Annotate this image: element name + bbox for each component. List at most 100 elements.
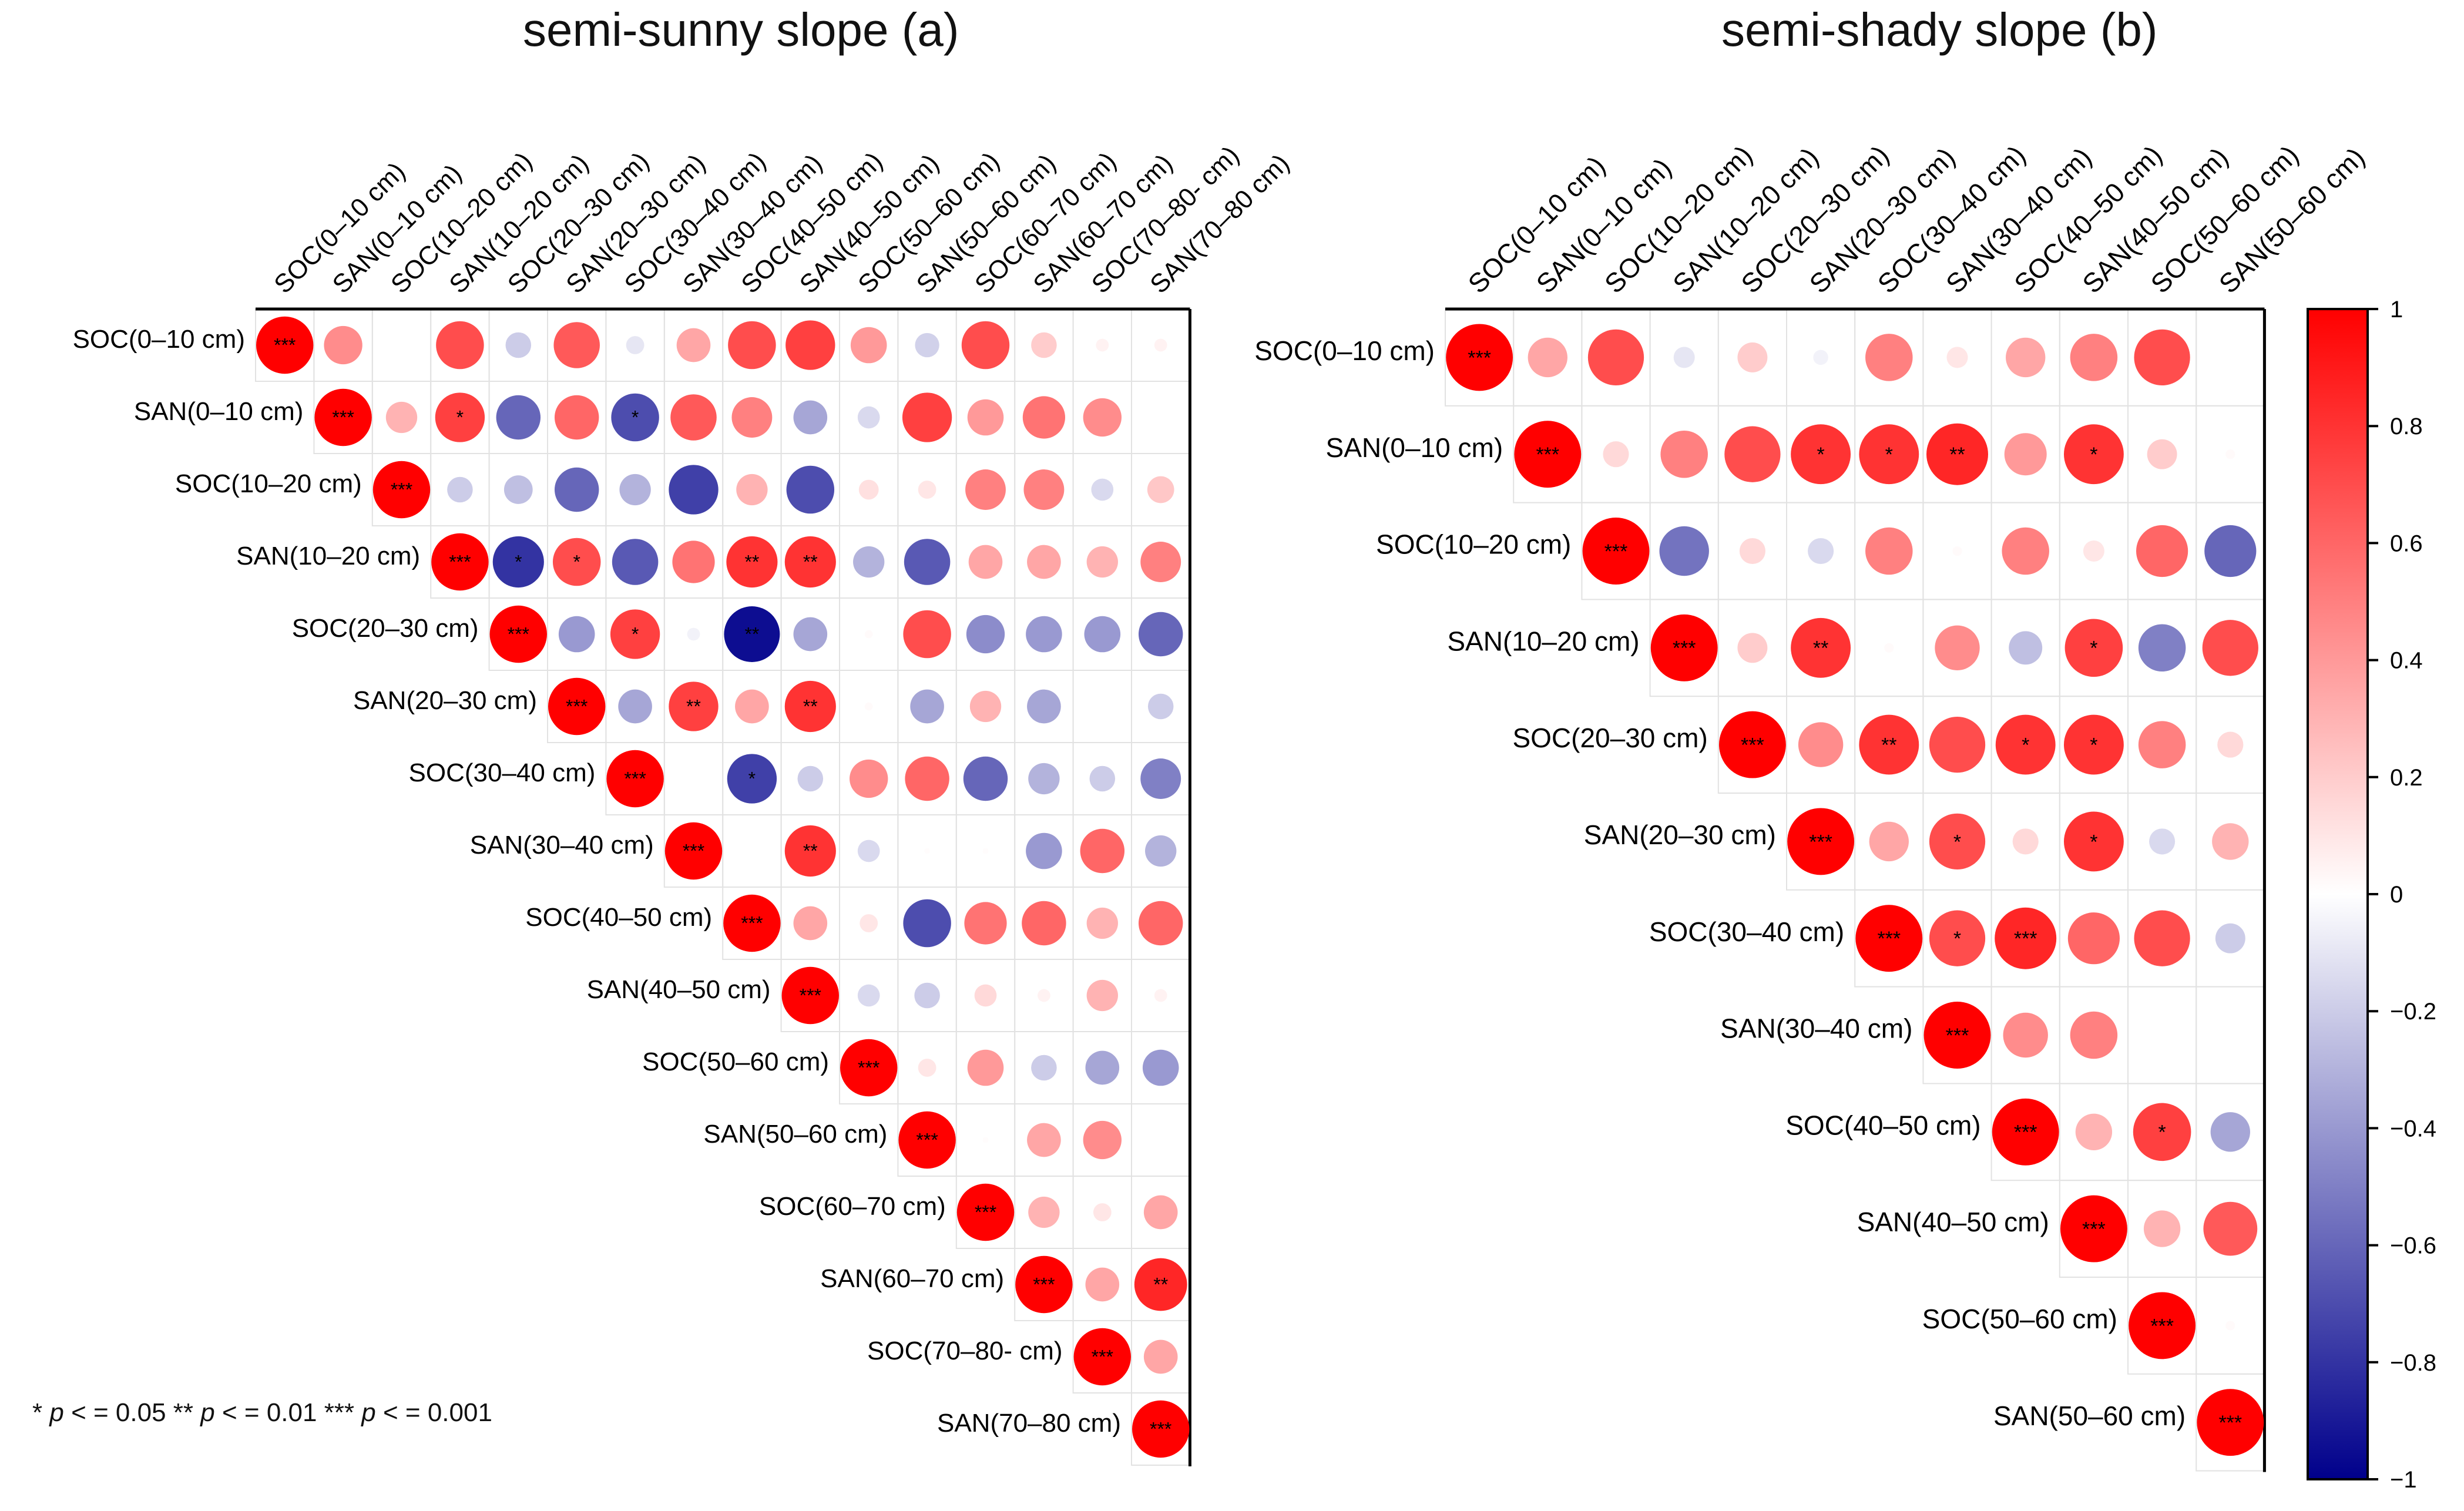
corr-circle-b: [1929, 910, 1986, 966]
corr-circle-b: [1650, 614, 1718, 681]
significance-stars-b: *: [1817, 444, 1824, 466]
corr-circle-b: [1808, 538, 1834, 565]
corr-circle-a: [902, 392, 952, 442]
row-label-b: SAN(50–60 cm): [1993, 1401, 2186, 1431]
corr-circle-b: [1935, 625, 1980, 670]
corr-circle-a: [1027, 689, 1061, 724]
corr-circle-a: [1031, 1055, 1057, 1081]
corr-circle-a: [1022, 901, 1066, 946]
corr-circle-b: [1995, 714, 2056, 775]
panel-a-title: semi-sunny slope (a): [523, 4, 959, 56]
significance-stars-b: **: [1881, 734, 1896, 757]
corr-circle-a: [435, 392, 485, 442]
corr-circle-a: [1154, 338, 1167, 352]
corr-circle-a: [785, 320, 835, 370]
significance-stars-b: *: [1953, 928, 1961, 950]
significance-stars-a: ***: [800, 985, 821, 1006]
corr-circle-a: [503, 475, 533, 504]
corr-circle-b: [1787, 808, 1855, 875]
corr-circle-a: [1083, 398, 1122, 437]
corr-circle-a: [1134, 1258, 1187, 1311]
significance-stars-b: *: [1953, 831, 1961, 853]
corr-circle-a: [1084, 616, 1121, 653]
corr-circle-b: [1813, 350, 1828, 365]
row-label-b: SAN(0–10 cm): [1326, 432, 1503, 463]
corr-circle-b: [1739, 538, 1765, 565]
significance-stars-a: ***: [741, 913, 763, 934]
corr-circle-a: [385, 401, 418, 434]
significance-stars-a: ***: [1033, 1274, 1055, 1295]
corr-circle-a: [1028, 763, 1060, 795]
significance-stars-a: ***: [624, 768, 646, 790]
corr-circle-a: [1086, 546, 1118, 578]
corr-circle-b: [1446, 324, 1513, 391]
row-label-b: SOC(10–20 cm): [1376, 529, 1571, 560]
corr-circle-a: [728, 321, 776, 370]
corr-circle-b: [2197, 1389, 2264, 1456]
corr-circle-b: [1929, 716, 1986, 773]
corr-circle-a: [496, 395, 541, 440]
significance-stars-a: *: [632, 407, 639, 428]
corr-circle-a: [692, 777, 695, 780]
significance-stars-a: *: [515, 552, 522, 573]
significance-stars-a: ***: [332, 407, 354, 428]
corr-circle-a: [1159, 1139, 1162, 1141]
sig-05-p: p: [49, 1398, 64, 1427]
corr-circle-b: [2215, 923, 2245, 953]
corr-circle-b: [1737, 342, 1768, 372]
row-label-a: SAN(70–80 cm): [937, 1409, 1121, 1438]
corr-circle-b: [2210, 1112, 2250, 1152]
corr-circle-a: [552, 538, 601, 586]
corr-circle-b: [1587, 329, 1644, 386]
corr-circle-b: [2083, 540, 2104, 562]
corr-circle-a: [669, 681, 719, 731]
corr-circle-b: [2212, 823, 2249, 860]
panel-b-title: semi-shady slope (b): [1721, 4, 2158, 56]
corr-circle-a: [850, 327, 887, 364]
colorbar-tick-label: −0.4: [2390, 1116, 2436, 1141]
corr-circle-a: [857, 406, 880, 429]
significance-stars-b: ***: [1877, 928, 1901, 950]
corr-circle-a: [1015, 1255, 1073, 1314]
row-label-b: SAN(40–50 cm): [1857, 1207, 2049, 1237]
significance-stars-a: **: [803, 841, 818, 862]
corr-circle-b: [1859, 714, 1919, 775]
corr-circle-b: [1929, 813, 1986, 870]
row-label-a: SAN(40–50 cm): [587, 975, 771, 1004]
corr-circle-a: [864, 630, 873, 639]
corr-circle-b: [1946, 347, 1968, 368]
significance-stars-b: ***: [1809, 831, 1832, 853]
row-label-a: SOC(60–70 cm): [759, 1192, 946, 1221]
colorbar: [2307, 308, 2369, 1480]
row-label-b: SAN(20–30 cm): [1584, 820, 1776, 850]
significance-stars-b: ***: [1536, 444, 1559, 466]
significance-stars-a: **: [803, 552, 818, 573]
significance-stars-a: ***: [683, 841, 704, 862]
corr-circle-b: [1798, 722, 1844, 767]
corr-circle-a: [1086, 979, 1118, 1012]
corr-circle-a: [966, 615, 1005, 654]
corr-circle-a: [1022, 396, 1066, 439]
corr-circle-a: [860, 914, 878, 932]
corr-circle-b: [2138, 624, 2186, 672]
corr-circle-a: [1138, 901, 1183, 946]
corr-circle-a: [548, 677, 606, 736]
corr-circle-a: [1031, 332, 1057, 358]
row-label-a: SOC(10–20 cm): [175, 469, 362, 498]
corr-circle-a: [969, 690, 1002, 723]
significance-stars-b: *: [2090, 637, 2097, 660]
significance-stars-a: *: [456, 407, 464, 428]
corr-circle-a: [372, 461, 431, 519]
corr-circle-a: [784, 825, 836, 877]
corr-circle-a: [963, 756, 1008, 801]
significance-stars-b: *: [2090, 831, 2097, 853]
row-label-b: SOC(30–40 cm): [1649, 916, 1844, 947]
corr-circle-a: [731, 397, 773, 438]
row-label-b: SOC(40–50 cm): [1785, 1110, 1980, 1140]
significance-stars-a: **: [803, 696, 818, 717]
sig-05-text: < = 0.05: [63, 1398, 173, 1427]
corr-circle-a: [492, 536, 544, 588]
row-label-a: SAN(50–60 cm): [703, 1120, 887, 1149]
corr-circle-b: [2070, 1011, 2118, 1059]
